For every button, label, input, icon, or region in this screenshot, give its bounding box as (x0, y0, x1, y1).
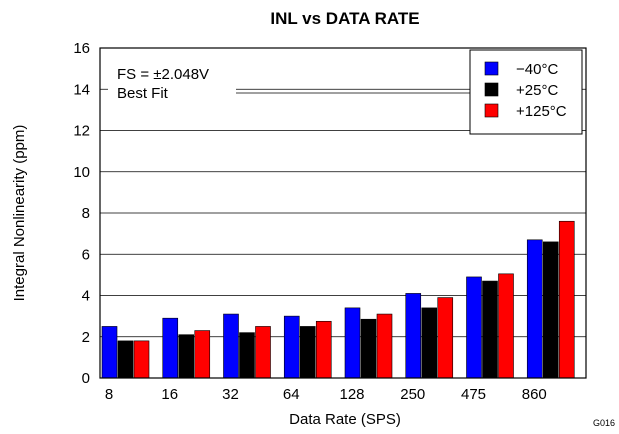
bar (223, 313, 239, 379)
y-tick-label: 6 (82, 246, 90, 263)
bar (283, 315, 300, 379)
annotation-fs: FS = ±2.048V (117, 66, 209, 83)
bar (315, 320, 332, 379)
legend-label: +125°C (516, 103, 567, 120)
legend: −40°C +25°C +125°C (469, 49, 583, 135)
y-axis-label: Integral Nonlinearity (ppm) (11, 125, 28, 302)
bar (526, 239, 543, 379)
annotation-best-fit: Best Fit (117, 85, 169, 102)
bar (542, 241, 559, 379)
y-axis-ticks: 0 2 4 6 8 10 12 14 16 (73, 40, 90, 387)
bar (482, 280, 498, 379)
x-tick-label: 475 (461, 386, 486, 403)
bar (466, 276, 482, 379)
y-tick-label: 14 (73, 81, 90, 98)
y-tick-label: 2 (82, 329, 90, 346)
x-tick-label: 16 (161, 386, 178, 403)
chart-title: INL vs DATA RATE (270, 9, 419, 28)
bar (299, 326, 316, 379)
bar (101, 326, 118, 379)
bar (344, 307, 361, 379)
bar (194, 330, 211, 379)
y-tick-label: 12 (73, 123, 90, 140)
bar (421, 307, 438, 379)
bar (255, 326, 271, 379)
legend-swatch (484, 82, 499, 97)
bar (117, 340, 134, 379)
x-axis-label: Data Rate (SPS) (289, 411, 401, 428)
x-tick-label: 860 (522, 386, 547, 403)
bar (558, 220, 575, 379)
bar (376, 313, 393, 379)
annotation-box (108, 62, 236, 102)
y-tick-label: 10 (73, 164, 90, 181)
x-tick-label: 8 (105, 386, 113, 403)
y-tick-label: 8 (82, 205, 90, 222)
bar (405, 293, 422, 379)
y-tick-label: 4 (82, 288, 90, 305)
bar (437, 297, 454, 379)
y-tick-label: 0 (82, 370, 90, 387)
plot-frame (99, 47, 587, 379)
x-tick-label: 250 (400, 386, 425, 403)
legend-swatch (484, 103, 499, 118)
bar (360, 318, 377, 379)
x-tick-label: 32 (222, 386, 239, 403)
bar (162, 317, 179, 379)
legend-label: −40°C (516, 61, 558, 78)
x-tick-label: 128 (339, 386, 364, 403)
legend-label: +25°C (516, 82, 558, 99)
bar (498, 273, 514, 379)
x-tick-label: 64 (283, 386, 300, 403)
x-axis-ticks: 8 16 32 64 128 250 475 860 (105, 386, 547, 403)
bar (178, 334, 195, 379)
bar (133, 340, 150, 379)
bars (101, 220, 575, 379)
y-tick-label: 16 (73, 40, 90, 57)
figure-code: G016 (593, 418, 615, 428)
legend-swatch (484, 61, 499, 76)
bar (239, 332, 255, 379)
